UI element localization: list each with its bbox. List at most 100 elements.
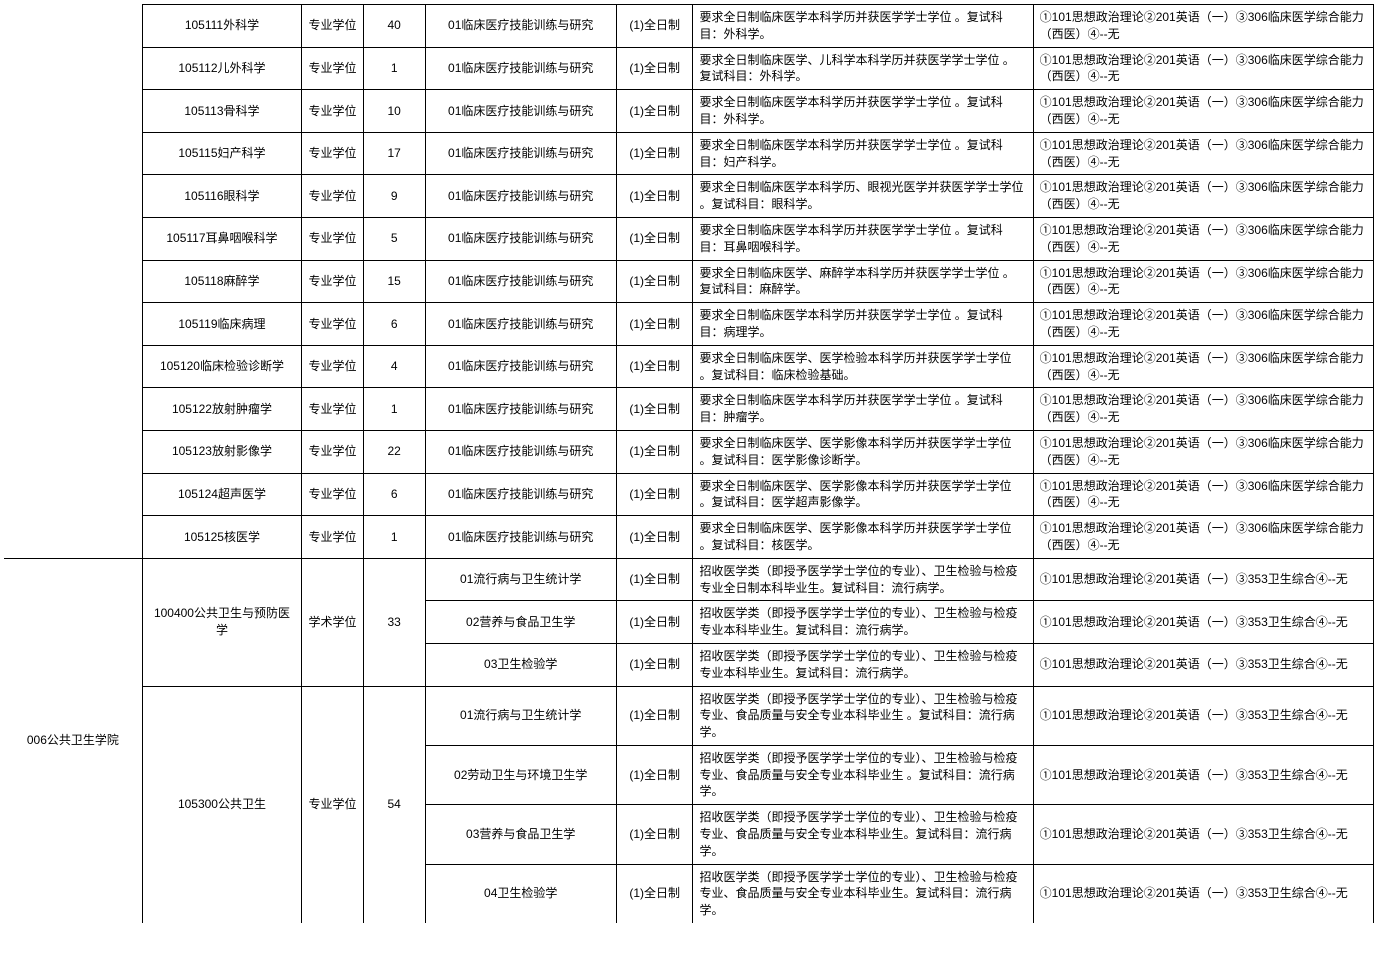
table-cell: ①101思想政治理论②201英语（一）③306临床医学综合能力（西医）④--无 [1033,175,1373,218]
table-cell: 专业学位 [302,516,364,559]
table-cell: 1 [363,388,425,431]
table-cell: 要求全日制临床医学本科学历并获医学学士学位 。复试科目：妇产科学。 [693,132,1033,175]
table-row: 105300公共卫生专业学位5401流行病与卫生统计学(1)全日制招收医学类（即… [4,686,1374,745]
table-cell: ①101思想政治理论②201英语（一）③306临床医学综合能力（西医）④--无 [1033,516,1373,559]
table-row: 105113骨科学专业学位1001临床医疗技能训练与研究(1)全日制要求全日制临… [4,90,1374,133]
table-cell: ①101思想政治理论②201英语（一）③306临床医学综合能力（西医）④--无 [1033,345,1373,388]
table-cell: (1)全日制 [616,430,693,473]
table-cell: 105125核医学 [142,516,301,559]
table-cell: 54 [363,686,425,923]
table-cell: 105116眼科学 [142,175,301,218]
table-cell: ①101思想政治理论②201英语（一）③306临床医学综合能力（西医）④--无 [1033,90,1373,133]
table-cell: 专业学位 [302,47,364,90]
table-cell: 要求全日制临床医学本科学历、眼视光医学并获医学学士学位 。复试科目：眼科学。 [693,175,1033,218]
table-cell: 01临床医疗技能训练与研究 [425,47,616,90]
table-cell: 专业学位 [302,132,364,175]
table-cell: 要求全日制临床医学、医学影像本科学历并获医学学士学位 。复试科目：医学影像诊断学… [693,430,1033,473]
table-cell: 10 [363,90,425,133]
table-cell: 6 [363,473,425,516]
table-cell: 6 [363,303,425,346]
table-cell: 9 [363,175,425,218]
table-cell: (1)全日制 [616,345,693,388]
table-cell: 22 [363,430,425,473]
table-row: 105125核医学专业学位101临床医疗技能训练与研究(1)全日制要求全日制临床… [4,516,1374,559]
table-cell: 要求全日制临床医学、医学影像本科学历并获医学学士学位 。复试科目：医学超声影像学… [693,473,1033,516]
table-cell: (1)全日制 [616,175,693,218]
table-cell: ①101思想政治理论②201英语（一）③306临床医学综合能力（西医）④--无 [1033,132,1373,175]
table-cell: (1)全日制 [616,516,693,559]
table-cell: 01临床医疗技能训练与研究 [425,132,616,175]
table-cell: (1)全日制 [616,643,693,686]
table-cell: ①101思想政治理论②201英语（一）③353卫生综合④--无 [1033,643,1373,686]
table-row: 105119临床病理专业学位601临床医疗技能训练与研究(1)全日制要求全日制临… [4,303,1374,346]
table-cell: 专业学位 [302,430,364,473]
table-cell: 专业学位 [302,686,364,923]
table-cell: 01临床医疗技能训练与研究 [425,303,616,346]
table-row: 006公共卫生学院100400公共卫生与预防医学学术学位3301流行病与卫生统计… [4,558,1374,601]
table-cell: 105124超声医学 [142,473,301,516]
table-cell: ①101思想政治理论②201英语（一）③353卫生综合④--无 [1033,864,1373,923]
table-cell: 03营养与食品卫生学 [425,805,616,864]
table-cell: 专业学位 [302,5,364,48]
table-cell: 17 [363,132,425,175]
table-cell: (1)全日制 [616,388,693,431]
table-cell: ①101思想政治理论②201英语（一）③353卫生综合④--无 [1033,601,1373,644]
table-cell: 招收医学类（即授予医学学士学位的专业）、卫生检验与检疫专业、食品质量与安全专业本… [693,864,1033,923]
table-cell: 105300公共卫生 [142,686,301,923]
table-cell: 105113骨科学 [142,90,301,133]
table-cell: 要求全日制临床医学本科学历并获医学学士学位 。复试科目：肿瘤学。 [693,388,1033,431]
table-cell: ①101思想政治理论②201英语（一）③353卫生综合④--无 [1033,745,1373,804]
table-cell: 要求全日制临床医学本科学历并获医学学士学位 。复试科目：耳鼻咽喉科学。 [693,217,1033,260]
table-cell: 要求全日制临床医学本科学历并获医学学士学位 。复试科目：外科学。 [693,90,1033,133]
table-cell: 要求全日制临床医学本科学历并获医学学士学位 。复试科目：外科学。 [693,5,1033,48]
table-cell: 105115妇产科学 [142,132,301,175]
table-cell: (1)全日制 [616,805,693,864]
table-cell: 01临床医疗技能训练与研究 [425,260,616,303]
table-cell: 105123放射影像学 [142,430,301,473]
table-cell: 招收医学类（即授予医学学士学位的专业）、卫生检验与检疫专业、食品质量与安全专业本… [693,805,1033,864]
table-cell: ①101思想政治理论②201英语（一）③306临床医学综合能力（西医）④--无 [1033,388,1373,431]
table-cell: 要求全日制临床医学、儿科学本科学历并获医学学士学位 。复试科目：外科学。 [693,47,1033,90]
table-cell: 01流行病与卫生统计学 [425,558,616,601]
table-cell: 01临床医疗技能训练与研究 [425,5,616,48]
table-cell: 105111外科学 [142,5,301,48]
table-cell: ①101思想政治理论②201英语（一）③353卫生综合④--无 [1033,805,1373,864]
table-cell: ①101思想政治理论②201英语（一）③306临床医学综合能力（西医）④--无 [1033,217,1373,260]
table-cell: 专业学位 [302,473,364,516]
table-cell: 02营养与食品卫生学 [425,601,616,644]
table-cell: 01流行病与卫生统计学 [425,686,616,745]
table-cell: 105118麻醉学 [142,260,301,303]
table-cell: 1 [363,47,425,90]
table-cell: ①101思想政治理论②201英语（一）③306临床医学综合能力（西医）④--无 [1033,303,1373,346]
table-cell: 专业学位 [302,260,364,303]
table-cell: 33 [363,558,425,686]
table-cell: 学术学位 [302,558,364,686]
table-cell: (1)全日制 [616,217,693,260]
table-row: 105124超声医学专业学位601临床医疗技能训练与研究(1)全日制要求全日制临… [4,473,1374,516]
table-cell: (1)全日制 [616,5,693,48]
table-cell: 105112儿外科学 [142,47,301,90]
table-cell: 要求全日制临床医学、医学影像本科学历并获医学学士学位 。复试科目：核医学。 [693,516,1033,559]
table-cell: ①101思想政治理论②201英语（一）③306临床医学综合能力（西医）④--无 [1033,430,1373,473]
table-cell: 01临床医疗技能训练与研究 [425,345,616,388]
program-table: 105111外科学专业学位4001临床医疗技能训练与研究(1)全日制要求全日制临… [4,4,1374,923]
table-cell: 006公共卫生学院 [4,558,142,923]
table-row: 105120临床检验诊断学专业学位401临床医疗技能训练与研究(1)全日制要求全… [4,345,1374,388]
table-cell: 01临床医疗技能训练与研究 [425,516,616,559]
table-cell: 100400公共卫生与预防医学 [142,558,301,686]
table-cell [4,5,142,559]
table-cell: ①101思想政治理论②201英语（一）③353卫生综合④--无 [1033,686,1373,745]
table-cell: 01临床医疗技能训练与研究 [425,388,616,431]
table-row: 105117耳鼻咽喉科学专业学位501临床医疗技能训练与研究(1)全日制要求全日… [4,217,1374,260]
table-cell: (1)全日制 [616,601,693,644]
table-cell: 要求全日制临床医学、医学检验本科学历并获医学学士学位 。复试科目：临床检验基础。 [693,345,1033,388]
table-cell: 02劳动卫生与环境卫生学 [425,745,616,804]
table-cell: 01临床医疗技能训练与研究 [425,175,616,218]
table-cell: 01临床医疗技能训练与研究 [425,90,616,133]
table-cell: 105119临床病理 [142,303,301,346]
table-cell: (1)全日制 [616,260,693,303]
table-cell: 105120临床检验诊断学 [142,345,301,388]
table-cell: (1)全日制 [616,686,693,745]
table-cell: 105122放射肿瘤学 [142,388,301,431]
table-cell: 招收医学类（即授予医学学士学位的专业）、卫生检验与检疫专业、食品质量与安全专业本… [693,745,1033,804]
